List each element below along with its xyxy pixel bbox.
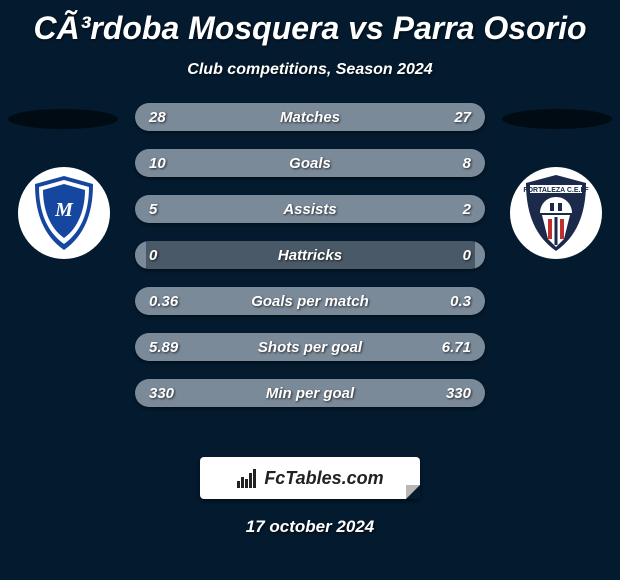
stat-bars: 2827Matches 108Goals 52Assists 00Hattricks 0…: [135, 103, 485, 425]
fctables-logo-icon: [236, 467, 258, 489]
team-badge-right: FORTALEZA C.E.I.F: [510, 167, 602, 259]
stats-stage: M FORTALEZA C.E.I.F 2827Matches108Goals5…: [0, 109, 620, 439]
stat-row: 2827Matches: [135, 103, 485, 131]
page-title: CÃ³rdoba Mosquera vs Parra Osorio: [0, 0, 620, 47]
stat-row: 5.896.71Shots per goal: [135, 333, 485, 361]
comparison-card: CÃ³rdoba Mosquera vs Parra Osorio Club c…: [0, 0, 620, 580]
stat-row: 52Assists: [135, 195, 485, 223]
stat-label: Hattricks: [135, 241, 485, 269]
stat-label: Goals per match: [135, 287, 485, 315]
stat-label: Min per goal: [135, 379, 485, 407]
brand-label: FcTables.com: [264, 468, 383, 489]
stat-label: Goals: [135, 149, 485, 177]
team-badge-left: M: [18, 167, 110, 259]
stat-row: 330330Min per goal: [135, 379, 485, 407]
card-fold-icon: [406, 485, 420, 499]
svg-text:M: M: [54, 199, 74, 221]
brand-card[interactable]: FcTables.com: [200, 457, 420, 499]
badge-shadow-right: [502, 109, 612, 129]
millonarios-crest-icon: M: [29, 174, 99, 252]
date-label: 17 october 2024: [0, 517, 620, 537]
stat-row: 108Goals: [135, 149, 485, 177]
stat-label: Matches: [135, 103, 485, 131]
stat-label: Assists: [135, 195, 485, 223]
fortaleza-crest-icon: FORTALEZA C.E.I.F: [520, 173, 592, 253]
svg-text:FORTALEZA C.E.I.F: FORTALEZA C.E.I.F: [523, 187, 589, 194]
badge-shadow-left: [8, 109, 118, 129]
stat-row: 0.360.3Goals per match: [135, 287, 485, 315]
stat-label: Shots per goal: [135, 333, 485, 361]
subtitle: Club competitions, Season 2024: [0, 61, 620, 79]
stat-row: 00Hattricks: [135, 241, 485, 269]
